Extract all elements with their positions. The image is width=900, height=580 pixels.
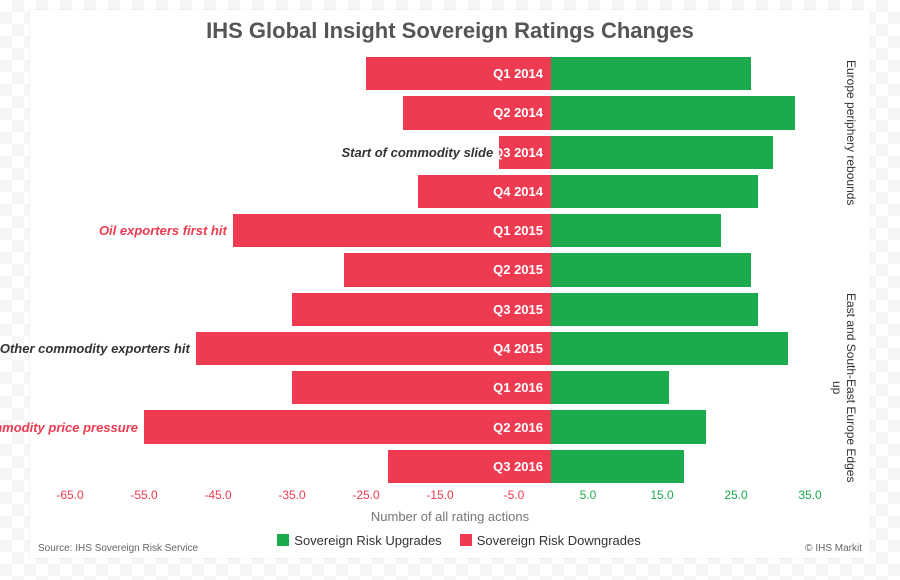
category-label: Q2 2016	[493, 420, 543, 435]
upgrade-bar	[551, 293, 758, 326]
x-tick: -15.0	[426, 488, 453, 502]
x-axis-label: Number of all rating actions	[30, 509, 870, 524]
bar-row: Q3 2016	[70, 447, 810, 486]
chart-title: IHS Global Insight Sovereign Ratings Cha…	[30, 10, 870, 48]
downgrade-bar: Q4 2014	[418, 175, 551, 208]
category-label: Q3 2016	[493, 459, 543, 474]
chart-container: IHS Global Insight Sovereign Ratings Cha…	[30, 10, 870, 558]
downgrade-bar: Q2 2016	[144, 410, 551, 443]
category-label: Q3 2014	[493, 145, 543, 160]
bar-row: Q1 2016	[70, 368, 810, 407]
upgrade-bar	[551, 450, 684, 483]
downgrade-bar: Q3 2014	[499, 136, 551, 169]
row-annotation: Oil exporters first hit	[99, 214, 233, 247]
bar-row: Q1 2014	[70, 54, 810, 93]
upgrade-bar	[551, 410, 706, 443]
bar-row: Q2 2014	[70, 93, 810, 132]
bar-row: Q4 2014	[70, 172, 810, 211]
x-tick: -65.0	[56, 488, 83, 502]
category-label: Q4 2015	[493, 341, 543, 356]
x-tick: -35.0	[278, 488, 305, 502]
upgrade-bar	[551, 57, 751, 90]
x-tick: -55.0	[130, 488, 157, 502]
side-annotation: Europe periphery rebounds	[818, 54, 858, 211]
category-label: Q2 2014	[493, 105, 543, 120]
downgrade-bar: Q1 2014	[366, 57, 551, 90]
bar-row: Q4 2015Other commodity exporters hit	[70, 329, 810, 368]
upgrade-bar	[551, 332, 788, 365]
x-tick: 35.0	[798, 488, 821, 502]
downgrade-bar: Q4 2015	[196, 332, 551, 365]
downgrade-bar: Q3 2015	[292, 293, 551, 326]
upgrade-bar	[551, 371, 669, 404]
category-label: Q1 2016	[493, 380, 543, 395]
x-tick: 5.0	[580, 488, 597, 502]
legend-swatch	[460, 534, 472, 546]
bar-row: Q1 2015 Oil exporters first hit	[70, 211, 810, 250]
category-label: Q3 2015	[493, 302, 543, 317]
legend-label: Sovereign Risk Upgrades	[294, 533, 441, 548]
downgrade-bar: Q1 2016	[292, 371, 551, 404]
legend-label: Sovereign Risk Downgrades	[477, 533, 641, 548]
downgrade-bar: Q1 2015	[233, 214, 551, 247]
upgrade-bar	[551, 96, 795, 129]
bar-row: Q3 2015	[70, 290, 810, 329]
downgrade-bar: Q2 2014	[403, 96, 551, 129]
category-label: Q1 2015	[493, 223, 543, 238]
x-tick: 15.0	[650, 488, 673, 502]
x-tick: -5.0	[504, 488, 525, 502]
downgrade-bar: Q3 2016	[388, 450, 551, 483]
row-annotation: Continued commodity price pressure	[0, 410, 144, 443]
x-axis: -65.0-55.0-45.0-35.0-25.0-15.0-5.05.015.…	[70, 488, 810, 508]
row-annotation: Start of commodity slide	[342, 136, 500, 169]
downgrade-bar: Q2 2015	[344, 253, 551, 286]
x-tick: 25.0	[724, 488, 747, 502]
upgrade-bar	[551, 175, 758, 208]
category-label: Q2 2015	[493, 262, 543, 277]
row-annotation: Other commodity exporters hit	[0, 332, 196, 365]
plot-area: Q1 2014 Q2 2014 Q3 2014Start of commodity …	[70, 54, 810, 486]
side-annotation: East and South-East Europe Edges up	[818, 290, 858, 486]
upgrade-bar	[551, 253, 751, 286]
copyright-text: © IHS Markit	[805, 543, 862, 554]
bar-row: Q2 2016Continued commodity price pressur…	[70, 407, 810, 446]
legend-swatch	[277, 534, 289, 546]
x-tick: -25.0	[352, 488, 379, 502]
category-label: Q1 2014	[493, 66, 543, 81]
upgrade-bar	[551, 214, 721, 247]
bar-row: Q3 2014Start of commodity slide	[70, 133, 810, 172]
x-tick: -45.0	[204, 488, 231, 502]
bar-row: Q2 2015	[70, 250, 810, 289]
category-label: Q4 2014	[493, 184, 543, 199]
source-text: Source: IHS Sovereign Risk Service	[38, 543, 198, 554]
upgrade-bar	[551, 136, 773, 169]
